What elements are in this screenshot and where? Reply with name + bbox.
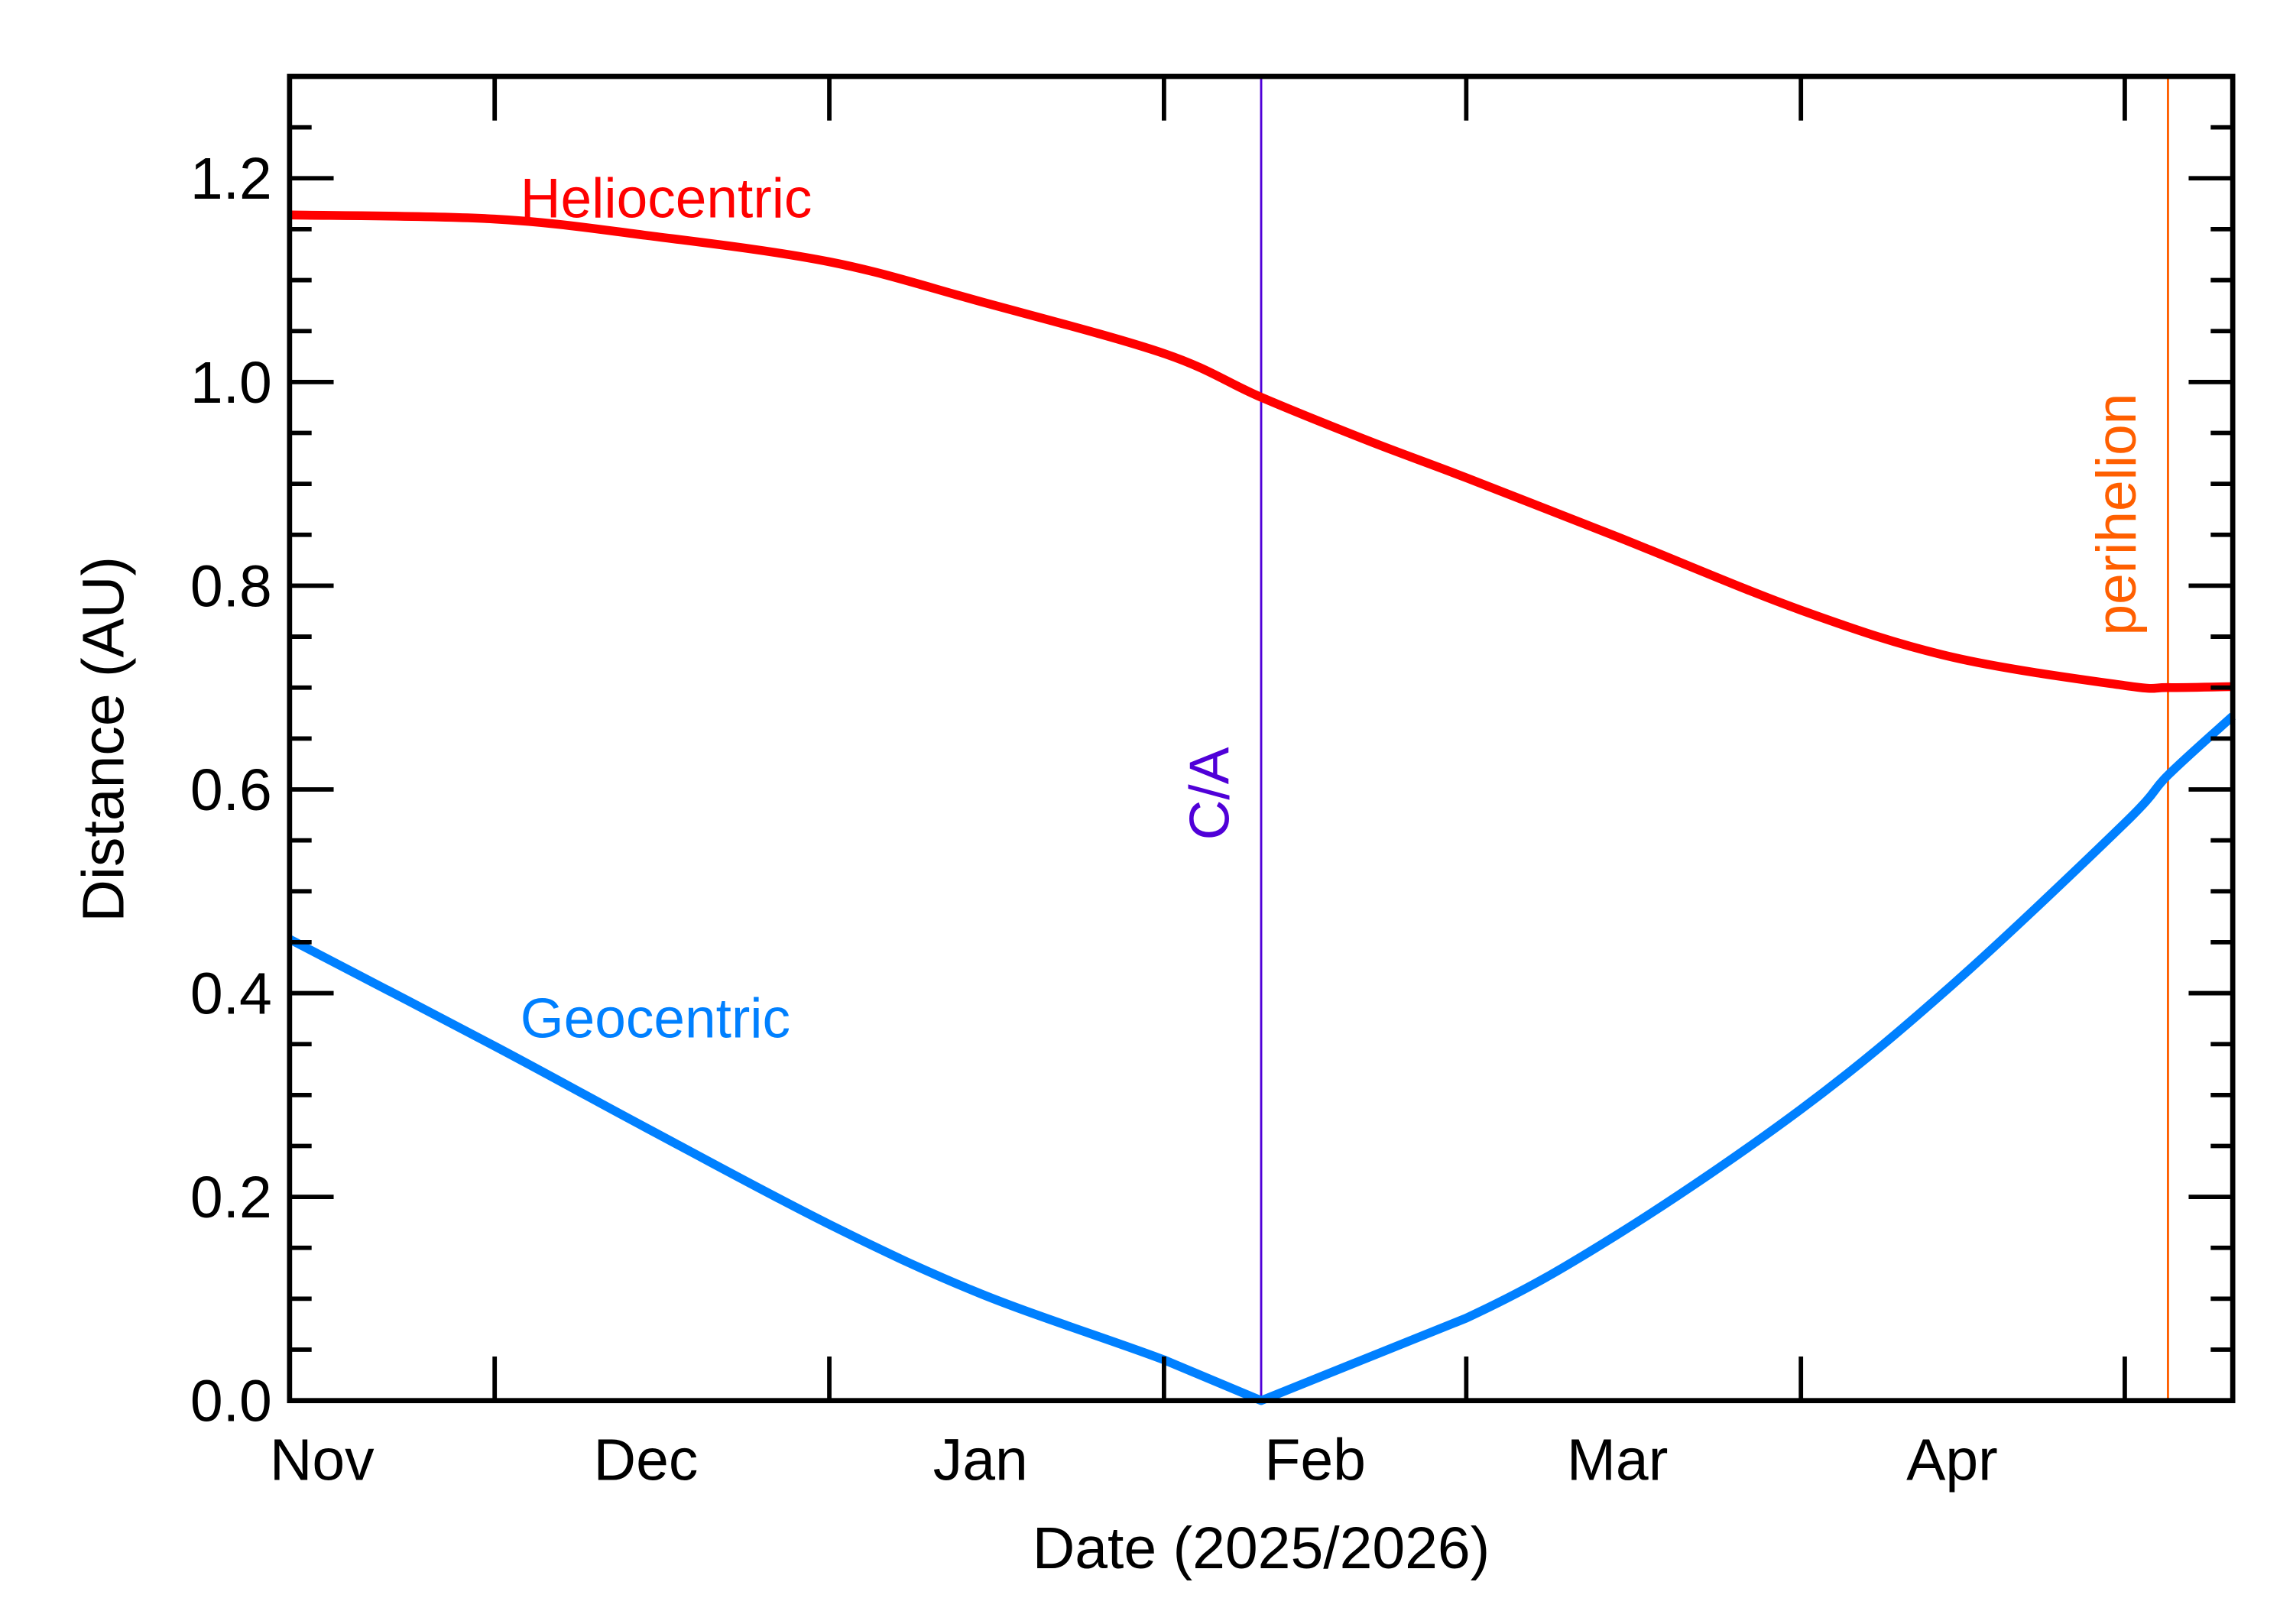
x-tick-label-feb: Feb <box>1264 1428 1366 1493</box>
x-tick-label-nov: Nov <box>270 1428 375 1493</box>
series-line-geocentric <box>287 712 2236 1405</box>
series-label-heliocentric: Heliocentric <box>521 168 812 230</box>
y-tick-label: 1.0 <box>190 350 272 416</box>
x-axis-label: Date (2025/2026) <box>1033 1515 1490 1581</box>
x-tick-label-dec: Dec <box>594 1428 699 1493</box>
y-tick-label: 0.2 <box>190 1165 272 1230</box>
x-tick-label-apr: Apr <box>1906 1428 1998 1493</box>
y-tick-label: 0.0 <box>190 1369 272 1434</box>
y-tick-label: 0.6 <box>190 757 272 823</box>
annotation-label-perihelion: perihelion <box>2086 394 2148 636</box>
y-tick-label: 1.2 <box>190 146 272 212</box>
x-tick-label-mar: Mar <box>1567 1428 1668 1493</box>
series-line-heliocentric <box>289 210 2233 693</box>
annotation-label-ca: C/A <box>1179 747 1241 840</box>
x-tick-label-jan: Jan <box>933 1428 1028 1493</box>
y-tick-label: 0.8 <box>190 553 272 619</box>
y-axis-label: Distance (AU) <box>71 556 137 922</box>
series-label-geocentric: Geocentric <box>521 988 790 1050</box>
y-tick-label: 0.4 <box>190 961 272 1026</box>
